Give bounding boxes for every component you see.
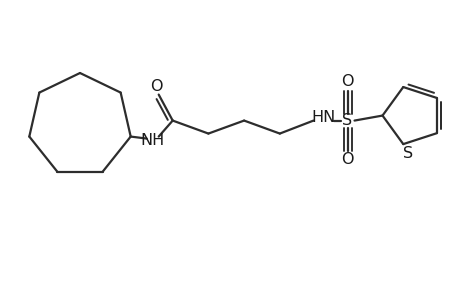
Text: HN: HN <box>311 110 335 125</box>
Text: NH: NH <box>140 133 164 148</box>
Text: O: O <box>150 79 162 94</box>
Text: S: S <box>403 146 413 160</box>
Text: S: S <box>341 113 352 128</box>
Text: O: O <box>341 74 353 89</box>
Text: O: O <box>341 152 353 167</box>
